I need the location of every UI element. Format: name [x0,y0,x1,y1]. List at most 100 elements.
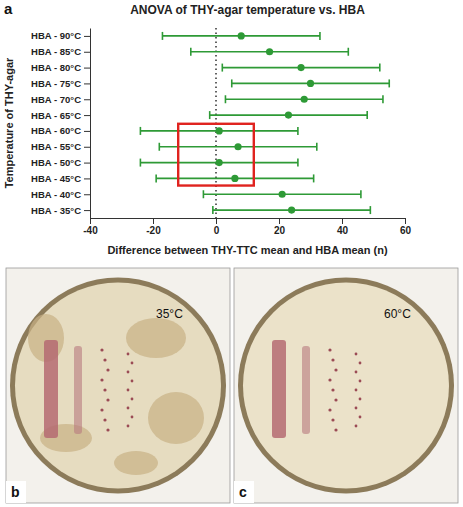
mean-point [216,127,223,134]
error-bar [213,206,371,214]
colony-dot [100,348,103,351]
colony-dot [355,425,358,428]
error-bars [140,32,389,214]
x-axis: -40 -20 0 20 40 60 [83,218,411,236]
colony-dot [331,358,334,361]
y-tick-mark [84,163,90,164]
mean-point [238,32,245,39]
mean-point [216,159,223,166]
y-tick-label: HBA - 35°C [31,205,81,216]
error-bar [225,95,383,103]
colony-dot [100,378,103,381]
colony-dot [359,380,362,383]
x-tick-mark [153,218,154,224]
colony-dot [127,353,130,356]
y-tick: HBA - 60°C [31,125,90,136]
x-tick: -40 [83,218,98,236]
error-bar-cap [382,95,384,103]
mean-point [301,96,308,103]
x-tick-mark [279,218,280,224]
error-bar-cap [316,143,318,151]
x-tick-label: -40 [83,225,98,236]
error-bar-cap [209,111,211,119]
colony-dot [103,388,106,391]
streak [44,340,58,438]
colony-dot [328,408,331,411]
y-tick: HBA - 80°C [31,62,90,73]
y-tick: HBA - 90°C [31,30,90,41]
error-bar [203,190,361,198]
x-tick-label: 20 [274,225,286,236]
x-tick: 40 [337,218,349,236]
error-bar [210,111,368,119]
photo-background [6,268,230,503]
error-bar-cap [347,48,349,56]
colony-dot [359,362,362,365]
y-tick-label: HBA - 90°C [31,30,81,41]
plate-agar [15,283,221,489]
streak [272,340,286,438]
y-tick-mark [84,52,90,53]
x-tick-mark [405,218,406,224]
error-bar-cap [203,190,205,198]
x-tick: 20 [274,218,286,236]
colony-dot [127,425,130,428]
y-tick: HBA - 40°C [31,189,90,200]
error-bar-cap [231,79,233,87]
x-tick-label: -20 [146,225,161,236]
plate-agar [243,283,449,489]
y-tick: HBA - 55°C [31,141,90,152]
panel-letter: c [239,484,247,500]
plot-area [140,28,389,218]
colony-dot [131,416,134,419]
y-tick-label: HBA - 75°C [31,78,81,89]
colony-dot [100,408,103,411]
error-bar [162,32,320,40]
x-tick-mark [342,218,343,224]
x-tick-label: 0 [214,225,220,236]
error-bar [159,143,316,151]
x-axis-line [91,218,406,219]
mean-point [231,175,238,182]
colony-dot [106,428,109,431]
plate-label: 60°C [384,307,411,321]
y-tick: HBA - 50°C [31,157,90,168]
y-tick-label: HBA - 60°C [31,125,81,136]
colony-dot [355,353,358,356]
y-tick-label: HBA - 70°C [31,94,81,105]
error-bar-cap [388,79,390,87]
x-tick-label: 60 [400,225,412,236]
y-tick-label: HBA - 85°C [31,46,81,57]
x-tick-label: 40 [337,225,349,236]
error-bar-cap [360,190,362,198]
x-tick: 60 [400,218,412,236]
colony-dot [131,398,134,401]
error-bar-cap [159,143,161,151]
colony-dot [103,358,106,361]
y-axis-title: Temperature of THY-agar [3,57,15,188]
streak [74,346,82,434]
y-tick-mark [84,115,90,116]
y-tick-label: HBA - 45°C [31,173,81,184]
colony-dot [328,348,331,351]
y-axis: HBA - 90°C HBA - 85°C HBA - 80°C HBA - 75°C… [31,29,90,219]
mean-point [288,206,295,213]
y-tick: HBA - 85°C [31,46,90,57]
mean-point [297,64,304,71]
error-bar [232,79,390,87]
y-tick-mark [84,147,90,148]
colony-dot [334,428,337,431]
error-bar-cap [222,64,224,72]
colony-patch [126,318,186,358]
colony-dot [355,371,358,374]
y-tick-label: HBA - 65°C [31,110,81,121]
colony-dot [131,362,134,365]
x-axis-title: Difference between THY-TTC mean and HBA … [107,244,387,256]
error-bar-cap [366,111,368,119]
y-tick: HBA - 65°C [31,110,90,121]
y-tick-mark [84,36,90,37]
error-bar-cap [379,64,381,72]
colony-dot [131,380,134,383]
panel-letter: a [4,0,13,17]
colony-patch [148,392,204,444]
